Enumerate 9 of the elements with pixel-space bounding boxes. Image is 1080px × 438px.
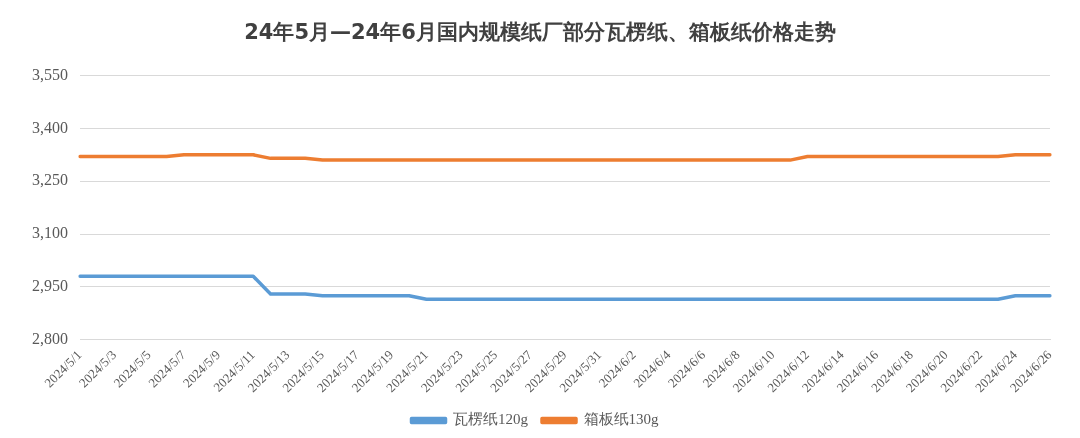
y-tick-label: 3,100 xyxy=(32,224,68,242)
chart-title: 24年5月—24年6月国内规模纸厂部分瓦楞纸、箱板纸价格走势 xyxy=(243,19,837,46)
y-tick-label: 2,800 xyxy=(32,329,68,347)
legend-label: 箱板纸130g xyxy=(583,411,659,428)
y-tick-label: 3,250 xyxy=(32,171,68,189)
y-tick-label: 3,400 xyxy=(32,118,68,136)
y-tick-label: 3,550 xyxy=(32,65,68,83)
legend-label: 瓦楞纸120g xyxy=(453,411,529,428)
y-tick-label: 2,950 xyxy=(32,277,68,295)
